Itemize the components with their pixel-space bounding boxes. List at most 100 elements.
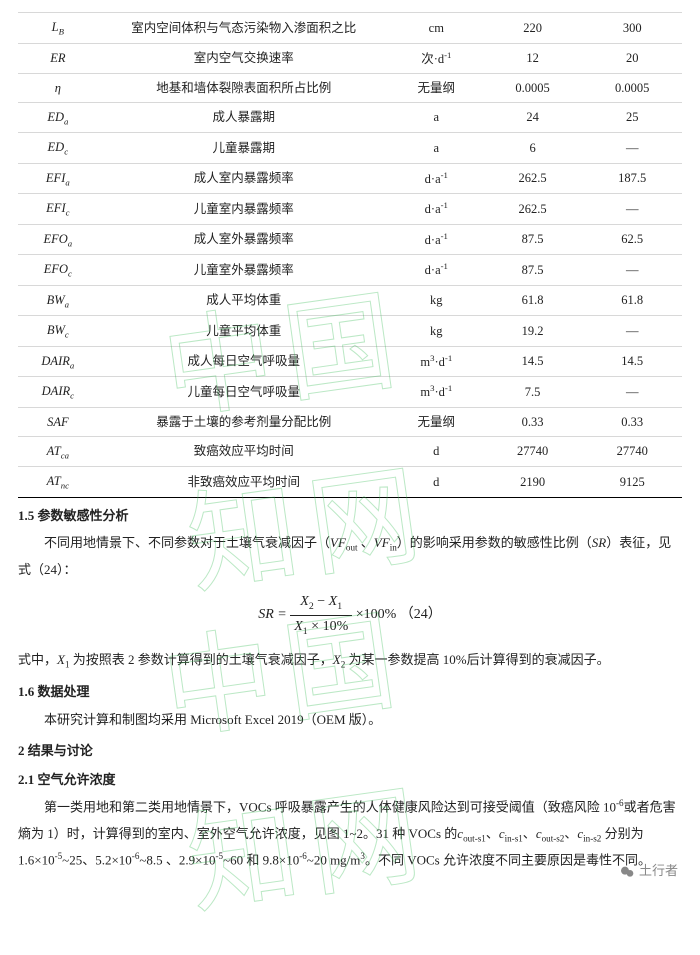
cell-desc: 致癌效应平均时间 bbox=[98, 436, 390, 467]
cell-unit: kg bbox=[390, 285, 483, 316]
cell-unit: m3·d-1 bbox=[390, 346, 483, 377]
cell-v2: — bbox=[582, 377, 682, 408]
cell-symbol: EFOc bbox=[18, 255, 98, 286]
cell-desc: 成人平均体重 bbox=[98, 285, 390, 316]
cell-symbol: EFIc bbox=[18, 194, 98, 225]
cell-unit: d·a-1 bbox=[390, 255, 483, 286]
cell-v2: — bbox=[582, 316, 682, 347]
table-row: EFOa成人室外暴露频率d·a-187.562.5 bbox=[18, 224, 682, 255]
cell-v2: 14.5 bbox=[582, 346, 682, 377]
section-1-6-para1: 本研究计算和制图均采用 Microsoft Excel 2019（OEM 版）。 bbox=[18, 707, 682, 733]
cell-unit: cm bbox=[390, 13, 483, 44]
cell-symbol: DAIRa bbox=[18, 346, 98, 377]
cell-v2: — bbox=[582, 133, 682, 164]
cell-symbol: EFOa bbox=[18, 224, 98, 255]
cell-symbol: η bbox=[18, 73, 98, 102]
cell-desc: 儿童暴露期 bbox=[98, 133, 390, 164]
table-row: ATnc非致癌效应平均时间d21909125 bbox=[18, 467, 682, 498]
cell-unit: d·a-1 bbox=[390, 194, 483, 225]
section-2-title: 2 结果与讨论 bbox=[18, 741, 682, 762]
footer-attribution: 土行者 bbox=[619, 861, 678, 882]
cell-v1: 19.2 bbox=[483, 316, 583, 347]
cell-v2: 300 bbox=[582, 13, 682, 44]
cell-v1: 24 bbox=[483, 102, 583, 133]
cell-unit: 无量纲 bbox=[390, 73, 483, 102]
cell-symbol: EDc bbox=[18, 133, 98, 164]
cell-unit: d bbox=[390, 436, 483, 467]
table-row: LB室内空间体积与气态污染物入渗面积之比cm220300 bbox=[18, 13, 682, 44]
cell-v1: 87.5 bbox=[483, 224, 583, 255]
table-row: EFOc儿童室外暴露频率d·a-187.5— bbox=[18, 255, 682, 286]
cell-v2: 0.0005 bbox=[582, 73, 682, 102]
cell-v2: 27740 bbox=[582, 436, 682, 467]
cell-v2: — bbox=[582, 194, 682, 225]
cell-symbol: DAIRc bbox=[18, 377, 98, 408]
cell-v1: 27740 bbox=[483, 436, 583, 467]
formula-fraction: X2 − X1 X1 × 10% bbox=[290, 591, 352, 639]
cell-unit: 无量纲 bbox=[390, 407, 483, 436]
cell-v1: 262.5 bbox=[483, 194, 583, 225]
cell-v2: 62.5 bbox=[582, 224, 682, 255]
table-row: BWa成人平均体重kg61.861.8 bbox=[18, 285, 682, 316]
wechat-icon bbox=[619, 864, 635, 880]
formula-24: SR = X2 − X1 X1 × 10% ×100% （24） bbox=[18, 591, 682, 639]
cell-v2: 20 bbox=[582, 43, 682, 73]
cell-unit: 次·d-1 bbox=[390, 43, 483, 73]
cell-desc: 室内空气交换速率 bbox=[98, 43, 390, 73]
section-1-6-title: 1.6 数据处理 bbox=[18, 682, 682, 703]
cell-v2: 61.8 bbox=[582, 285, 682, 316]
cell-desc: 成人暴露期 bbox=[98, 102, 390, 133]
cell-desc: 地基和墙体裂隙表面积所占比例 bbox=[98, 73, 390, 102]
cell-desc: 儿童每日空气呼吸量 bbox=[98, 377, 390, 408]
cell-v1: 2190 bbox=[483, 467, 583, 498]
cell-desc: 室内空间体积与气态污染物入渗面积之比 bbox=[98, 13, 390, 44]
section-2-1-para1: 第一类用地和第二类用地情景下，VOCs 呼吸暴露产生的人体健康风险达到可接受阈值… bbox=[18, 794, 682, 873]
cell-unit: m3·d-1 bbox=[390, 377, 483, 408]
cell-v1: 0.33 bbox=[483, 407, 583, 436]
cell-symbol: ATnc bbox=[18, 467, 98, 498]
cell-unit: d bbox=[390, 467, 483, 498]
cell-v2: 187.5 bbox=[582, 163, 682, 194]
cell-symbol: SAF bbox=[18, 407, 98, 436]
cell-v1: 0.0005 bbox=[483, 73, 583, 102]
cell-desc: 儿童平均体重 bbox=[98, 316, 390, 347]
cell-desc: 成人室内暴露频率 bbox=[98, 163, 390, 194]
cell-v1: 7.5 bbox=[483, 377, 583, 408]
cell-symbol: EDa bbox=[18, 102, 98, 133]
section-1-5-para1: 不同用地情景下、不同参数对于土壤气衰减因子（VFout 、VFin）的影响采用参… bbox=[18, 530, 682, 583]
cell-v2: 0.33 bbox=[582, 407, 682, 436]
table-row: EDa成人暴露期a2425 bbox=[18, 102, 682, 133]
cell-unit: d·a-1 bbox=[390, 224, 483, 255]
section-2-1-title: 2.1 空气允许浓度 bbox=[18, 770, 682, 791]
cell-symbol: EFIa bbox=[18, 163, 98, 194]
parameter-table: LB室内空间体积与气态污染物入渗面积之比cm220300ER室内空气交换速率次·… bbox=[18, 12, 682, 498]
cell-desc: 儿童室外暴露频率 bbox=[98, 255, 390, 286]
cell-desc: 暴露于土壤的参考剂量分配比例 bbox=[98, 407, 390, 436]
formula-tail: ×100% （24） bbox=[356, 607, 442, 622]
cell-symbol: ATca bbox=[18, 436, 98, 467]
cell-v1: 220 bbox=[483, 13, 583, 44]
table-row: EFIa成人室内暴露频率d·a-1262.5187.5 bbox=[18, 163, 682, 194]
table-row: DAIRa成人每日空气呼吸量m3·d-114.514.5 bbox=[18, 346, 682, 377]
table-row: SAF暴露于土壤的参考剂量分配比例无量纲0.330.33 bbox=[18, 407, 682, 436]
table-row: ATca致癌效应平均时间d2774027740 bbox=[18, 436, 682, 467]
table-row: ER室内空气交换速率次·d-11220 bbox=[18, 43, 682, 73]
cell-v1: 61.8 bbox=[483, 285, 583, 316]
cell-desc: 非致癌效应平均时间 bbox=[98, 467, 390, 498]
table-row: η地基和墙体裂隙表面积所占比例无量纲0.00050.0005 bbox=[18, 73, 682, 102]
footer-text: 土行者 bbox=[639, 863, 678, 878]
cell-symbol: ER bbox=[18, 43, 98, 73]
section-1-5-para2: 式中，X1 为按照表 2 参数计算得到的土壤气衰减因子，X2 为某一参数提高 1… bbox=[18, 647, 682, 674]
cell-symbol: BWa bbox=[18, 285, 98, 316]
cell-v2: 9125 bbox=[582, 467, 682, 498]
cell-unit: kg bbox=[390, 316, 483, 347]
cell-desc: 成人室外暴露频率 bbox=[98, 224, 390, 255]
cell-v1: 14.5 bbox=[483, 346, 583, 377]
section-1-5-title: 1.5 参数敏感性分析 bbox=[18, 506, 682, 527]
cell-unit: a bbox=[390, 102, 483, 133]
cell-symbol: BWc bbox=[18, 316, 98, 347]
cell-v1: 6 bbox=[483, 133, 583, 164]
cell-v1: 262.5 bbox=[483, 163, 583, 194]
cell-v2: 25 bbox=[582, 102, 682, 133]
cell-v1: 87.5 bbox=[483, 255, 583, 286]
